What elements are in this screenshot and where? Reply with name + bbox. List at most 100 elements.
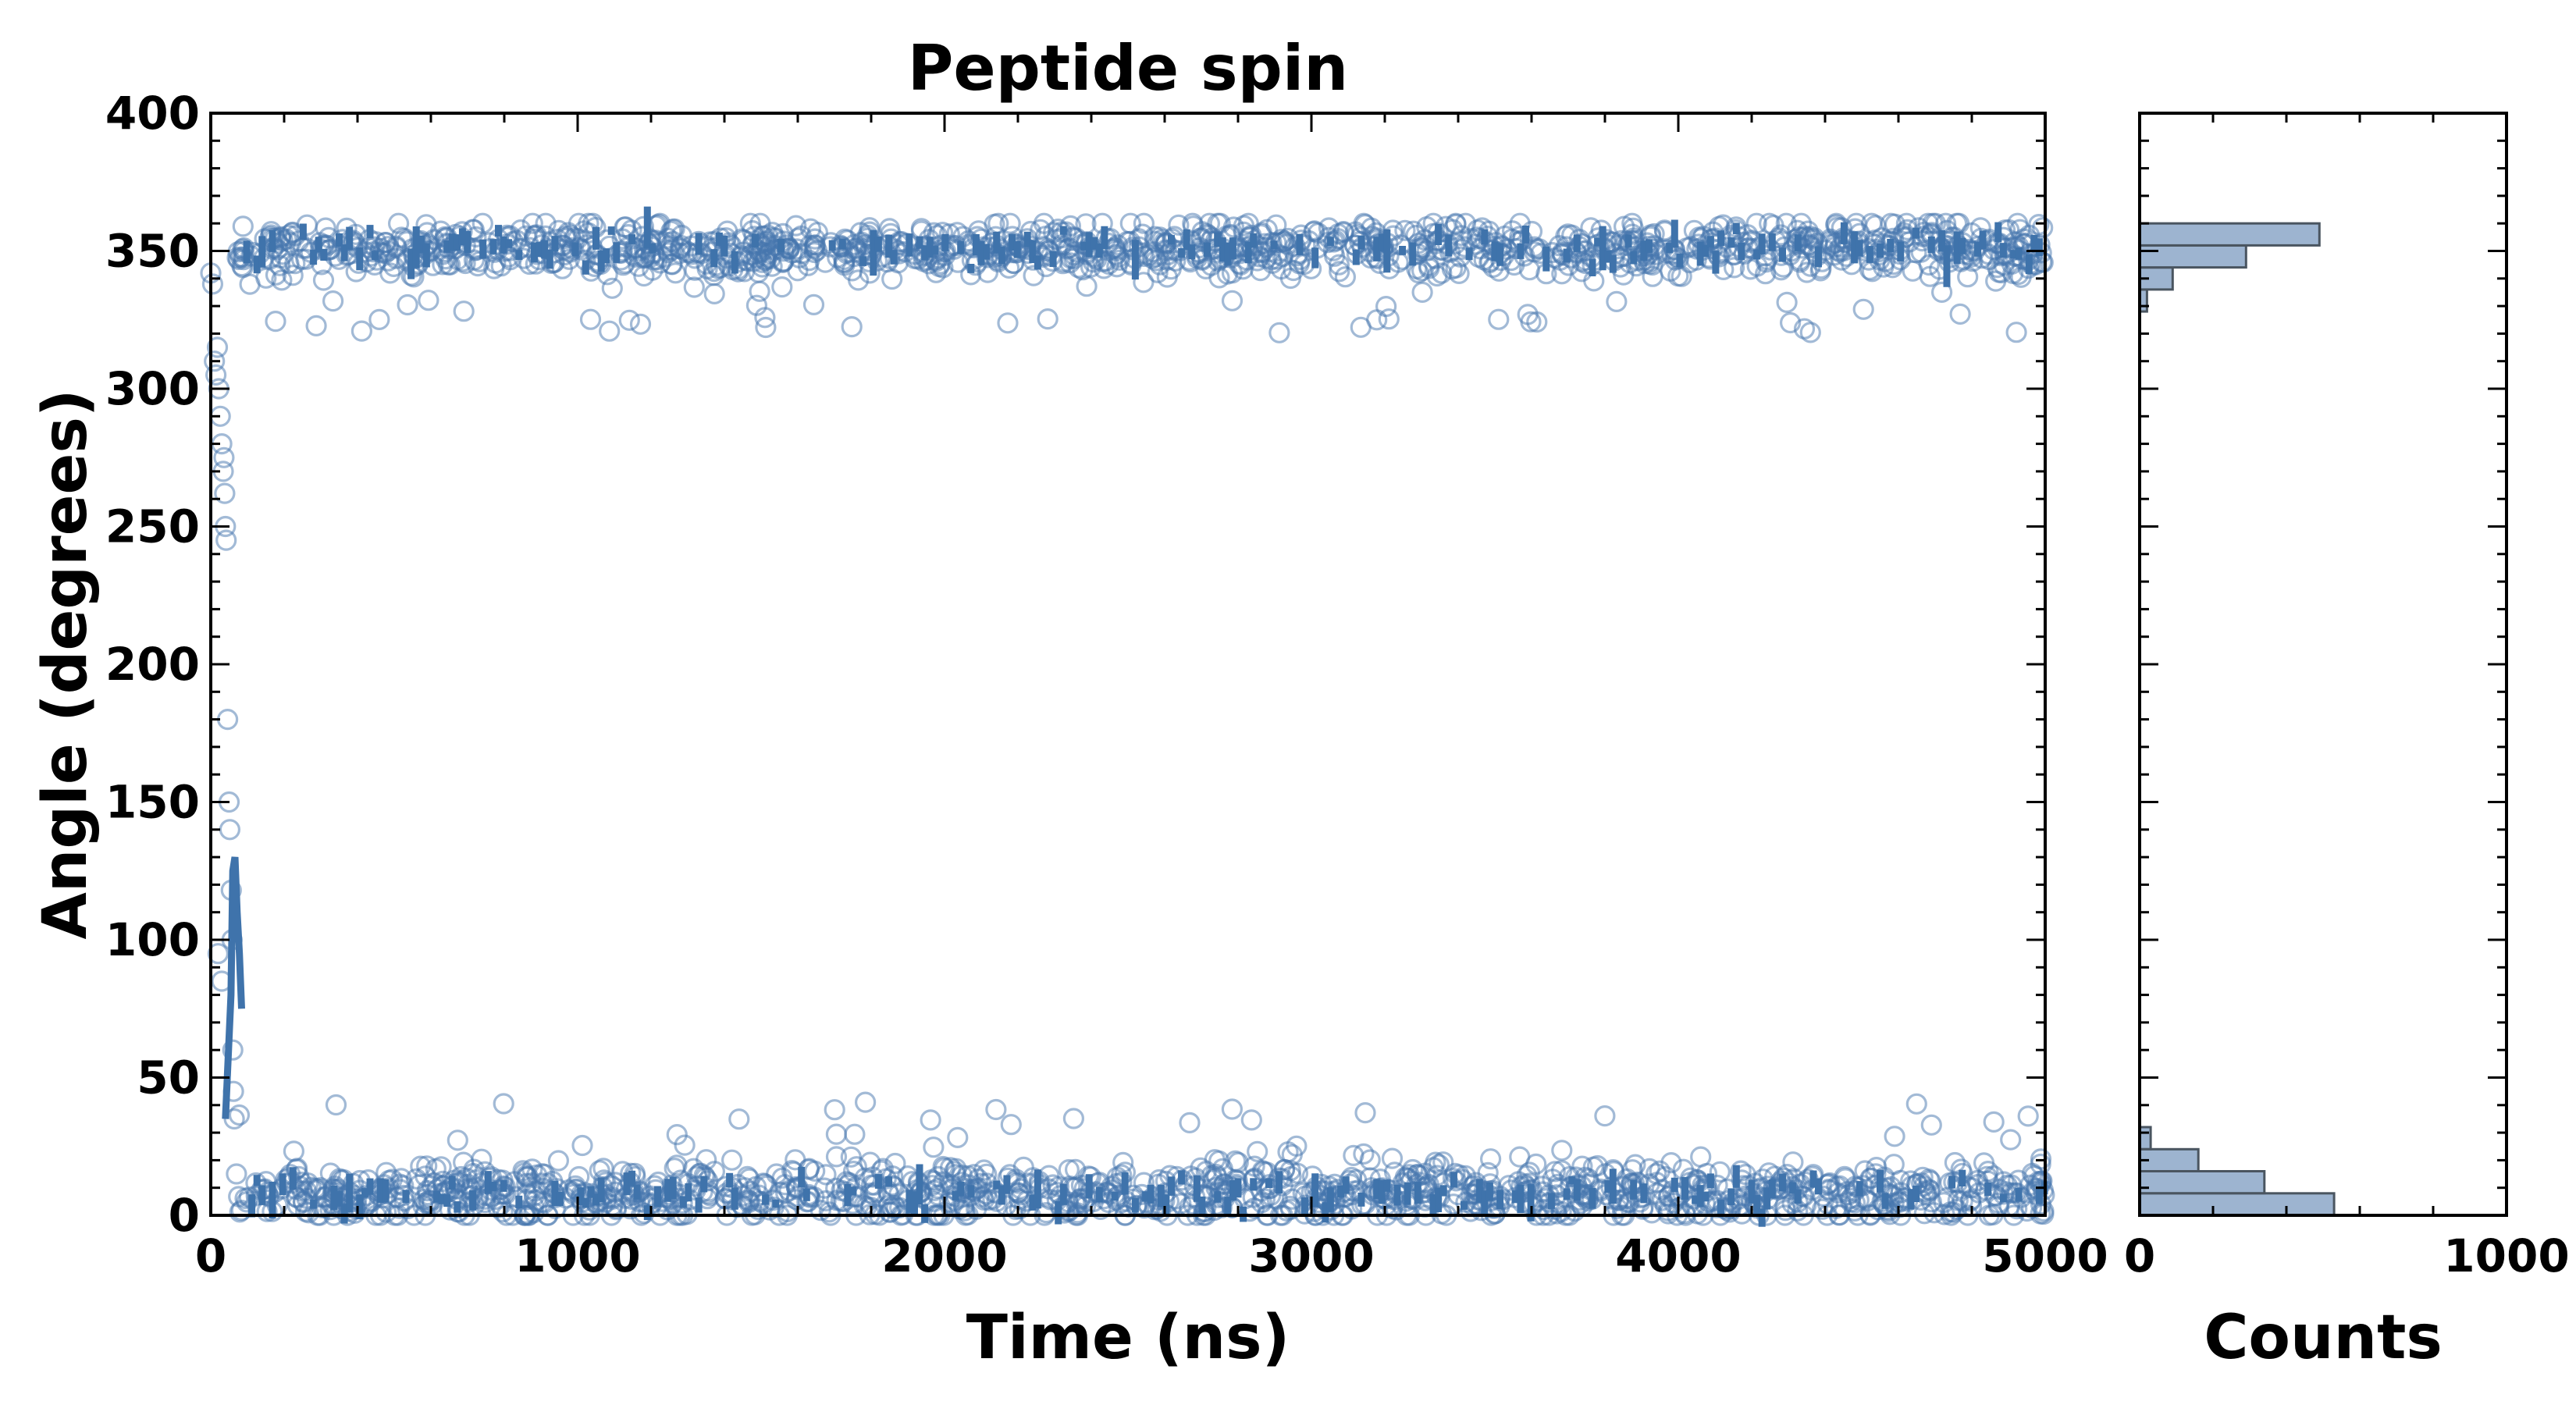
data-point: [947, 1126, 969, 1149]
y-tick-label: 150: [105, 776, 200, 829]
data-point: [368, 308, 390, 330]
data-point: [1614, 215, 1635, 237]
data-point: [1622, 217, 1644, 239]
data-point: [1946, 1198, 1968, 1220]
data-point: [1674, 1202, 1695, 1225]
data-point: [518, 253, 540, 276]
data-point: [204, 350, 226, 372]
histogram-x-axis-label: Counts: [2204, 1303, 2443, 1373]
data-point: [633, 1202, 655, 1225]
data-point: [1542, 1168, 1564, 1190]
data-point: [432, 244, 454, 265]
data-point: [1865, 1163, 1887, 1185]
data-point: [1428, 1154, 1450, 1176]
data-point: [1944, 1151, 1966, 1174]
data-point: [1920, 1170, 1941, 1192]
data-point: [738, 1190, 760, 1211]
data-point: [1155, 1170, 1177, 1192]
data-point: [1425, 1151, 1446, 1173]
data-point: [214, 482, 236, 504]
data-point: [1328, 254, 1350, 276]
data-point: [1606, 1197, 1628, 1219]
y-tick-label: 100: [105, 913, 200, 966]
data-point: [745, 294, 768, 316]
data-point: [493, 1093, 514, 1115]
data-point: [1329, 261, 1350, 283]
data-point: [559, 224, 582, 246]
data-point: [1037, 308, 1059, 330]
data-point: [2002, 262, 2024, 284]
data-point: [1709, 1161, 1731, 1183]
data-point: [1279, 267, 1302, 290]
data-point: [1619, 252, 1641, 274]
data-point: [754, 249, 776, 271]
data-point: [228, 1104, 251, 1126]
data-point: [1448, 1164, 1470, 1186]
data-point: [785, 215, 807, 237]
data-point: [1002, 232, 1025, 254]
data-point: [1268, 322, 1290, 343]
y-tick-label: 300: [105, 362, 200, 415]
data-point: [596, 264, 618, 286]
data-point: [223, 1108, 245, 1130]
data-point: [1182, 212, 1204, 234]
data-point: [1551, 1140, 1573, 1161]
data-point: [375, 232, 397, 254]
data-point: [1381, 1147, 1404, 1169]
data-point: [1076, 276, 1098, 297]
data-point: [1454, 212, 1477, 234]
y-tick-label: 400: [105, 87, 200, 140]
data-point: [1884, 1126, 1905, 1147]
data-point: [256, 1182, 278, 1204]
data-point: [418, 290, 439, 311]
data-point: [305, 315, 327, 336]
data-point: [219, 819, 240, 841]
data-point: [1557, 223, 1579, 245]
data-point: [1782, 1151, 1804, 1173]
data-point: [1149, 254, 1171, 276]
data-point: [1366, 309, 1388, 331]
data-point: [601, 277, 623, 299]
data-point: [799, 1186, 821, 1208]
data-point: [756, 247, 778, 269]
data-point: [618, 309, 640, 331]
data-point: [1866, 1156, 1888, 1179]
data-point: [761, 222, 784, 244]
data-point: [1780, 311, 1802, 334]
histogram-axis-ticks: [2138, 112, 2508, 1217]
data-point: [881, 1165, 904, 1187]
data-point: [799, 250, 820, 272]
data-point: [312, 269, 335, 291]
data-point: [1359, 1149, 1381, 1171]
histogram-bar: [2138, 1126, 2152, 1151]
data-point: [818, 1201, 840, 1223]
data-point: [350, 320, 372, 342]
data-point: [774, 1182, 797, 1204]
data-point: [1883, 1154, 1905, 1176]
data-point: [1479, 1148, 1502, 1170]
data-point: [973, 1189, 995, 1211]
data-point: [571, 1134, 593, 1157]
data-point: [296, 214, 318, 236]
data-point: [1983, 1111, 2005, 1133]
data-point: [845, 240, 867, 262]
data-point: [1062, 1108, 1085, 1129]
data-point: [1933, 1192, 1955, 1214]
data-point: [1561, 247, 1583, 269]
data-point: [1394, 219, 1416, 241]
data-point: [933, 1171, 955, 1193]
data-point: [1488, 308, 1510, 330]
y-tick-label: 50: [137, 1051, 200, 1104]
data-point: [731, 228, 753, 250]
data-point: [1133, 212, 1155, 234]
scatter-plot-frame: [209, 112, 2047, 1217]
data-point: [1286, 1135, 1308, 1157]
data-point: [578, 212, 600, 234]
data-point: [297, 1172, 319, 1194]
data-point: [453, 301, 475, 322]
data-point: [1551, 263, 1573, 285]
data-point: [927, 1165, 949, 1188]
data-point: [397, 293, 418, 316]
data-point: [1198, 212, 1221, 234]
